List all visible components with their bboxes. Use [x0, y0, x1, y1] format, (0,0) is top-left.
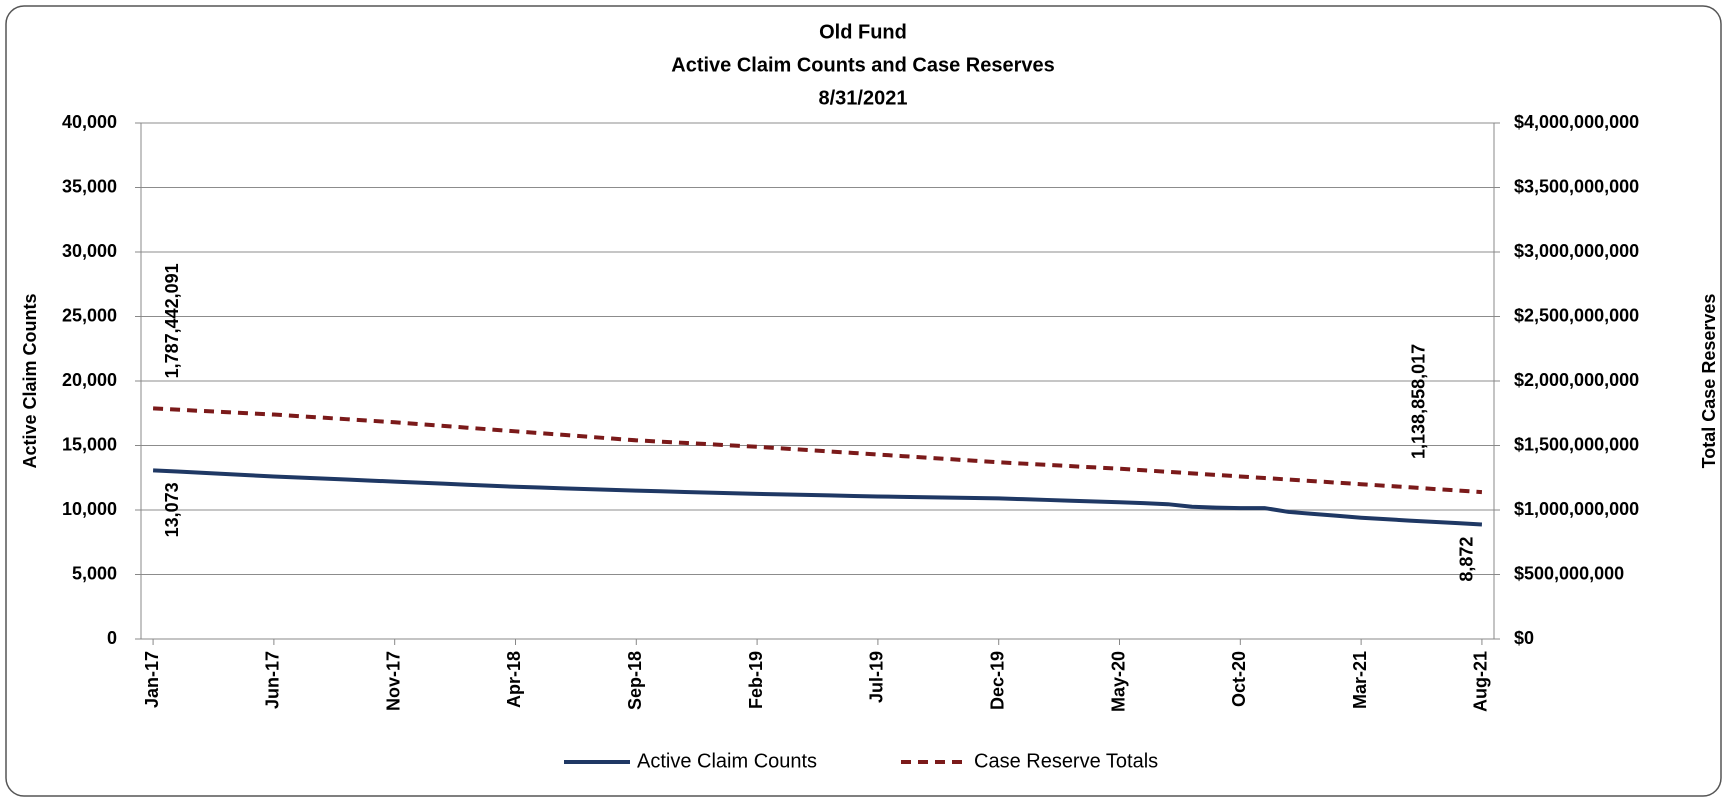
data-label: 1,138,858,017 — [1408, 344, 1428, 459]
x-tick-label: Jan-17 — [142, 651, 162, 708]
chart-date: 8/31/2021 — [819, 87, 908, 109]
data-label: 1,787,442,091 — [162, 263, 182, 378]
data-label: 8,872 — [1457, 537, 1477, 582]
x-tick-label: Mar-21 — [1350, 651, 1370, 709]
x-tick-label: Oct-20 — [1229, 651, 1249, 707]
series-line — [152, 406, 1483, 495]
y2-tick-label: $1,500,000,000 — [1514, 434, 1639, 454]
y-tick-label: 10,000 — [62, 499, 117, 519]
y2-tick-label: $500,000,000 — [1514, 563, 1624, 583]
data-label: 13,073 — [162, 482, 182, 537]
x-tick-label: Jul-19 — [867, 651, 887, 703]
y2-tick-label: $0 — [1514, 628, 1534, 648]
chart-subtitle: Active Claim Counts and Case Reserves — [671, 54, 1055, 76]
y-tick-label: 5,000 — [72, 563, 117, 583]
legend-label: Active Claim Counts — [637, 750, 817, 772]
y-tick-label: 15,000 — [62, 434, 117, 454]
y-tick-label: 0 — [107, 628, 117, 648]
y2-tick-label: $3,500,000,000 — [1514, 176, 1639, 196]
x-tick-label: Jun-17 — [263, 651, 283, 709]
x-tick-label: Aug-21 — [1471, 651, 1491, 712]
legend-label: Case Reserve Totals — [974, 750, 1158, 772]
y2-tick-label: $4,000,000,000 — [1514, 112, 1639, 132]
x-tick-label: Dec-19 — [987, 651, 1007, 710]
y-axis-title: Active Claim Counts — [20, 293, 40, 468]
y2-tick-label: $1,000,000,000 — [1514, 499, 1639, 519]
y-tick-label: 40,000 — [62, 112, 117, 132]
x-tick-label: Apr-18 — [504, 651, 524, 708]
x-tick-label: May-20 — [1108, 651, 1128, 712]
x-tick-label: Sep-18 — [625, 651, 645, 710]
chart-title: Old Fund — [819, 21, 907, 43]
series-line — [152, 468, 1483, 527]
x-tick-label: Nov-17 — [383, 651, 403, 711]
y-tick-label: 20,000 — [62, 370, 117, 390]
y-tick-label: 25,000 — [62, 305, 117, 325]
chart-border — [5, 5, 1722, 797]
y2-tick-label: $2,500,000,000 — [1514, 305, 1639, 325]
y2-tick-label: $2,000,000,000 — [1514, 370, 1639, 390]
x-tick-label: Feb-19 — [746, 651, 766, 709]
y2-tick-label: $3,000,000,000 — [1514, 241, 1639, 261]
y-tick-label: 35,000 — [62, 176, 117, 196]
y2-axis-title: Total Case Reserves — [1699, 294, 1719, 469]
y-tick-label: 30,000 — [62, 241, 117, 261]
